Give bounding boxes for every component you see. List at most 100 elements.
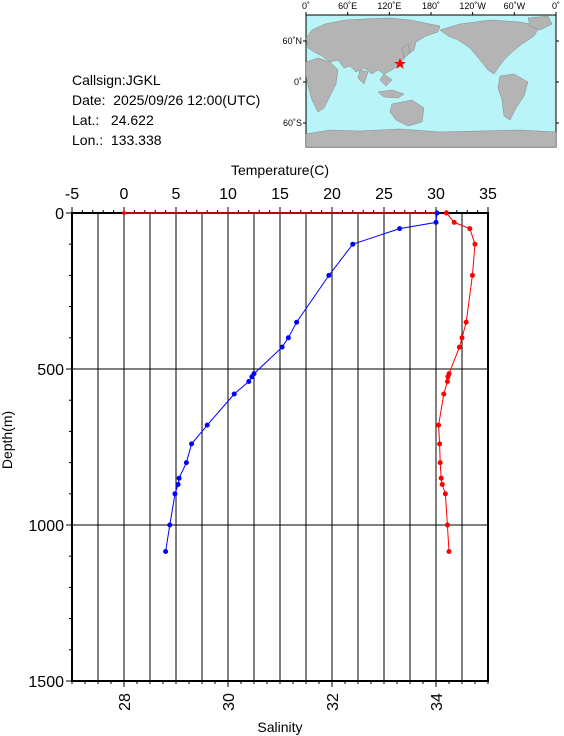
temperature-point: [326, 272, 332, 278]
lon-value: 133.338: [110, 132, 162, 148]
temperature-tick-label: 15: [271, 186, 289, 203]
greenland-land: [527, 15, 553, 31]
temperature-point: [176, 475, 182, 481]
temperature-point: [285, 335, 291, 341]
temperature-point: [204, 422, 210, 428]
salinity-point: [469, 272, 475, 278]
temperature-tick-label: -5: [65, 186, 79, 203]
temperature-tick-label: 5: [172, 186, 181, 203]
callsign-value: JGKL: [125, 72, 161, 88]
station-info: Callsign:JGKL Date: 2025/09/26 12:00(UTC…: [72, 70, 260, 150]
temperature-point: [246, 378, 252, 384]
salinity-point: [451, 219, 457, 225]
temperature-point: [434, 210, 440, 216]
grid-lines: [72, 213, 488, 681]
seasia-land: [357, 69, 393, 87]
map-longitude-label: 0˚: [552, 1, 560, 11]
temperature-tick-label: 25: [375, 186, 393, 203]
salinity-point: [437, 441, 443, 447]
salinity-point: [442, 491, 448, 497]
depth-tick-label: 1500: [28, 674, 64, 691]
temperature-point: [189, 441, 195, 447]
temperature-tick-label: 20: [323, 186, 341, 203]
salinity-tick-label: 28: [117, 693, 134, 711]
salinity-tick-label: 34: [429, 693, 446, 711]
date-row: Date: 2025/09/26 12:00(UTC): [72, 90, 260, 110]
temperature-point: [433, 219, 439, 225]
temperature-axis-title: Temperature(C): [231, 162, 329, 178]
north-america-land: [439, 19, 541, 75]
map-longitude-label: 60˚E: [338, 1, 357, 11]
salinity-tick-label: 32: [325, 693, 342, 711]
salinity-point: [456, 344, 462, 350]
lat-value: 24.622: [110, 112, 154, 128]
callsign-label: Callsign:: [72, 72, 126, 88]
map-longitude-label: 60˚W: [504, 1, 526, 11]
salinity-point: [437, 460, 443, 466]
salinity-point: [446, 549, 452, 555]
map-left-labels: 60˚N 0˚ 60˚S: [282, 36, 302, 128]
salinity-point: [472, 241, 478, 247]
map-latitude-label: 60˚S: [283, 118, 302, 128]
map-latitude-label: 0˚: [294, 77, 302, 87]
south-america-land: [497, 73, 529, 121]
temperature-point: [279, 344, 285, 350]
date-value: 2025/09/26 12:00(UTC): [113, 92, 261, 108]
depth-tick-label: 0: [55, 206, 64, 223]
depth-tick-label: 500: [37, 362, 64, 379]
africa-land: [305, 57, 339, 113]
salinity-point: [439, 481, 445, 487]
surface-line-point: [122, 211, 126, 215]
map-frame-ticks: [303, 12, 559, 124]
map-latitude-label: 60˚N: [282, 36, 302, 46]
depth-ticks: 0 500 1000 1500: [28, 206, 72, 691]
temperature-tick-label: 30: [427, 186, 445, 203]
temperature-tick-label: 35: [479, 186, 497, 203]
depth-tick-label: 1000: [28, 518, 64, 535]
map-longitude-label: 120˚E: [377, 1, 401, 11]
salinity-ticks: 28 30 32 34: [71, 681, 489, 711]
station-marker-icon: [394, 58, 406, 69]
salinity-point: [459, 335, 465, 341]
salinity-point: [438, 475, 444, 481]
salinity-point: [463, 319, 469, 325]
australia-land: [389, 99, 425, 127]
map-longitude-label: 120˚W: [459, 1, 486, 11]
series-layer: [122, 210, 478, 555]
temperature-point: [167, 522, 173, 528]
world-map: 0˚ 60˚E 120˚E 180˚ 120˚W 60˚W 0˚ 60˚N 0˚ 60˚S: [282, 1, 560, 148]
temperature-point: [175, 481, 181, 487]
temperature-point: [350, 241, 356, 247]
temperature-point: [397, 226, 403, 232]
temperature-point: [163, 549, 169, 555]
antarctica-land: [305, 128, 557, 148]
salinity-axis-title: Salinity: [257, 719, 302, 735]
temperature-tick-label: 0: [120, 186, 129, 203]
temperature-point: [172, 491, 178, 497]
japan-land: [401, 43, 411, 59]
salinity-tick-label: 30: [221, 693, 238, 711]
depth-axis-title: Depth(m): [0, 411, 15, 469]
callsign-row: Callsign:JGKL: [72, 70, 260, 90]
salinity-point: [467, 226, 473, 232]
salinity-point: [444, 522, 450, 528]
salinity-point: [445, 374, 451, 380]
temperature-point: [231, 391, 237, 397]
lon-row: Lon.: 133.338: [72, 130, 260, 150]
temperature-point: [183, 460, 189, 466]
salinity-point: [441, 391, 447, 397]
temperature-ticks: -5 0 5 10 15 20 25 30 35: [65, 186, 497, 213]
lat-label: Lat.:: [72, 112, 100, 128]
map-longitude-label: 0˚: [302, 1, 310, 11]
map-top-labels: 0˚ 60˚E 120˚E 180˚ 120˚W 60˚W 0˚: [302, 1, 560, 11]
indonesia-land: [377, 89, 405, 99]
lat-row: Lat.: 24.622: [72, 110, 260, 130]
map-land: [305, 15, 557, 148]
temperature-tick-label: 10: [219, 186, 237, 203]
temperature-point: [294, 319, 300, 325]
map-longitude-label: 180˚: [422, 1, 440, 11]
salinity-point: [444, 378, 450, 384]
salinity-line: [438, 212, 476, 552]
date-label: Date:: [72, 92, 106, 108]
